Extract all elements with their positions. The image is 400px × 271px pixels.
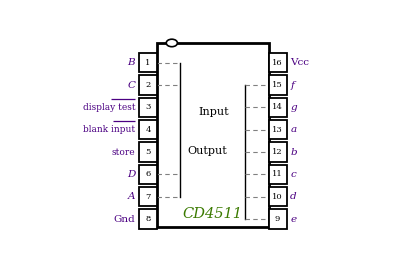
Text: Vcc: Vcc — [290, 58, 309, 67]
Text: 11: 11 — [272, 170, 283, 178]
Bar — [139, 120, 157, 140]
Text: c: c — [290, 170, 296, 179]
Text: B: B — [128, 58, 135, 67]
Bar — [139, 142, 157, 162]
Bar — [139, 187, 157, 207]
Bar — [268, 120, 286, 140]
Text: A: A — [128, 192, 135, 201]
Text: 16: 16 — [272, 59, 283, 67]
Text: Output: Output — [187, 146, 227, 156]
Text: e: e — [290, 215, 296, 224]
Bar — [139, 165, 157, 184]
Text: f: f — [290, 80, 294, 90]
Text: blank input: blank input — [83, 125, 135, 134]
Bar — [139, 75, 157, 95]
Text: 4: 4 — [145, 126, 151, 134]
Bar — [157, 43, 268, 227]
Bar — [268, 142, 286, 162]
Bar — [268, 98, 286, 117]
Text: g: g — [290, 103, 297, 112]
Bar — [139, 53, 157, 72]
Bar — [139, 98, 157, 117]
Text: 1: 1 — [145, 59, 151, 67]
Text: 15: 15 — [272, 81, 283, 89]
Bar — [268, 53, 286, 72]
Text: store: store — [112, 148, 135, 157]
Text: 9: 9 — [275, 215, 280, 223]
Bar — [268, 165, 286, 184]
Text: 14: 14 — [272, 104, 283, 111]
Bar — [268, 75, 286, 95]
Text: display test: display test — [83, 103, 135, 112]
Text: 3: 3 — [145, 104, 151, 111]
Text: 12: 12 — [272, 148, 283, 156]
Text: D: D — [127, 170, 135, 179]
Bar — [268, 209, 286, 229]
Text: 6: 6 — [145, 170, 150, 178]
Text: CD4511: CD4511 — [183, 207, 243, 221]
Text: 10: 10 — [272, 193, 283, 201]
Text: b: b — [290, 148, 297, 157]
Text: 2: 2 — [145, 81, 150, 89]
Text: 7: 7 — [145, 193, 151, 201]
Bar — [139, 209, 157, 229]
Text: 13: 13 — [272, 126, 283, 134]
Text: Gnd: Gnd — [114, 215, 135, 224]
Text: 5: 5 — [145, 148, 151, 156]
Text: C: C — [127, 80, 135, 90]
Text: Input: Input — [199, 107, 230, 117]
Circle shape — [166, 39, 178, 47]
Text: 8: 8 — [145, 215, 151, 223]
Text: d: d — [290, 192, 297, 201]
Text: a: a — [290, 125, 296, 134]
Bar — [268, 187, 286, 207]
